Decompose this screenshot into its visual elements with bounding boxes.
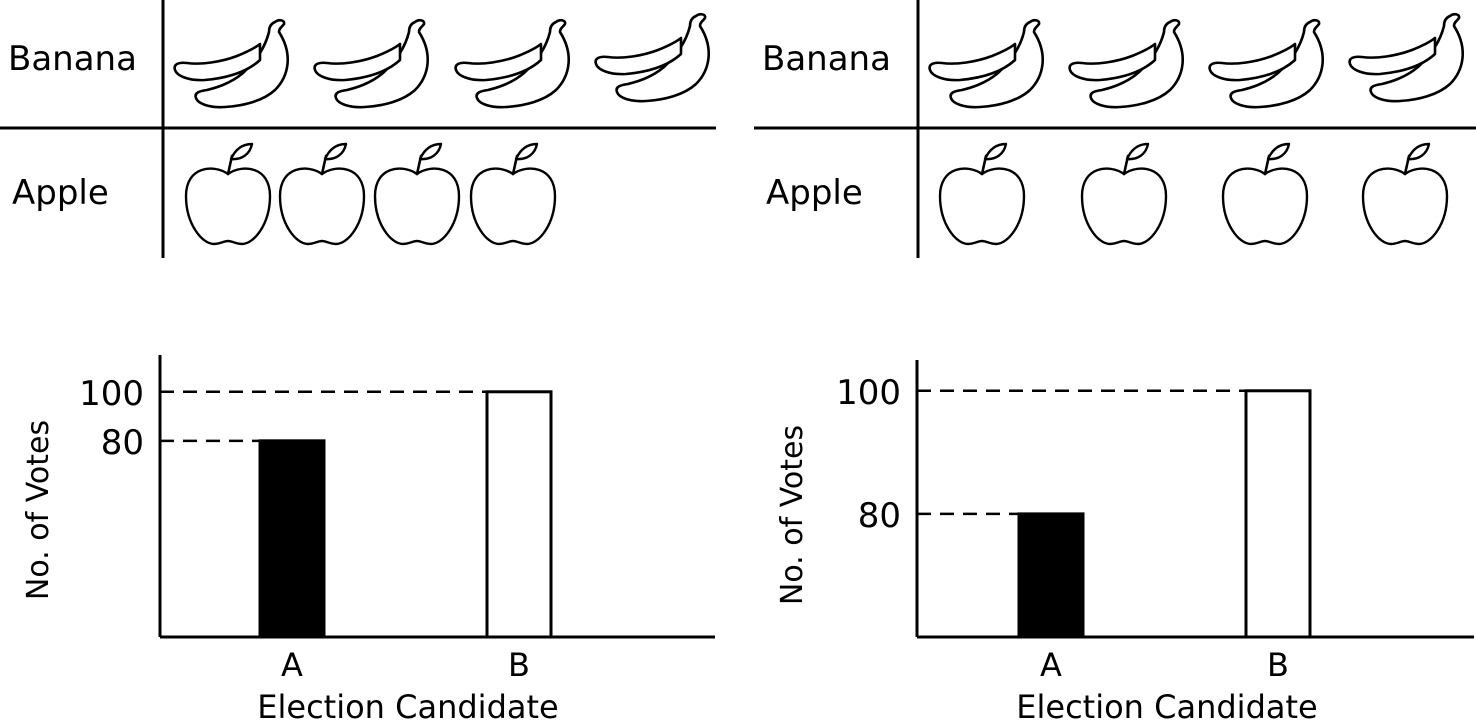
apple-icon <box>1080 142 1168 246</box>
bar-b <box>1244 389 1312 639</box>
banana-icon-group <box>173 12 711 109</box>
bar-b <box>485 390 553 639</box>
row-label-apple: Apple <box>766 173 863 213</box>
y-axis-label: No. of Votes <box>21 420 56 600</box>
apple-icon-group <box>938 142 1449 246</box>
row-label-banana: Banana <box>762 39 891 79</box>
bar-chart-1: No. of Votes Election Candidate 80 A 100 B <box>21 355 715 724</box>
bar-a <box>1017 512 1085 639</box>
banana-icon <box>454 18 571 109</box>
banana-icon <box>1208 18 1325 109</box>
apple-icon <box>469 142 557 246</box>
y-tick-label: 100 <box>836 373 901 413</box>
x-tick-label: B <box>1267 646 1289 684</box>
banana-icon <box>173 18 290 109</box>
banana-icon <box>1348 12 1465 103</box>
banana-icon <box>313 18 430 109</box>
apple-icon <box>184 142 272 246</box>
y-tick-label: 80 <box>101 423 144 463</box>
x-axis-label: Election Candidate <box>257 688 558 724</box>
bar-a <box>258 439 326 639</box>
y-tick-label: 100 <box>79 374 144 414</box>
apple-icon <box>278 142 366 246</box>
row-label-apple: Apple <box>12 173 109 213</box>
bar-chart-2: No. of Votes Election Candidate 80 A 100 B <box>775 360 1474 724</box>
banana-icon <box>1068 18 1185 109</box>
x-tick-label: A <box>281 646 303 684</box>
banana-icon <box>594 12 711 103</box>
pictograph-2: Banana Apple <box>754 0 1476 258</box>
pictograph-1: Banana Apple <box>0 0 716 258</box>
apple-icon <box>938 142 1026 246</box>
apple-icon <box>1361 142 1449 246</box>
x-tick-label: B <box>508 646 530 684</box>
x-tick-label: A <box>1040 646 1062 684</box>
apple-icon-group <box>184 142 557 246</box>
apple-icon <box>1221 142 1309 246</box>
y-tick-label: 80 <box>858 496 901 536</box>
y-axis-label: No. of Votes <box>775 425 810 605</box>
row-label-banana: Banana <box>8 39 137 79</box>
banana-icon <box>928 18 1045 109</box>
banana-icon-group <box>928 12 1465 109</box>
apple-icon <box>373 142 461 246</box>
x-axis-label: Election Candidate <box>1016 688 1317 724</box>
